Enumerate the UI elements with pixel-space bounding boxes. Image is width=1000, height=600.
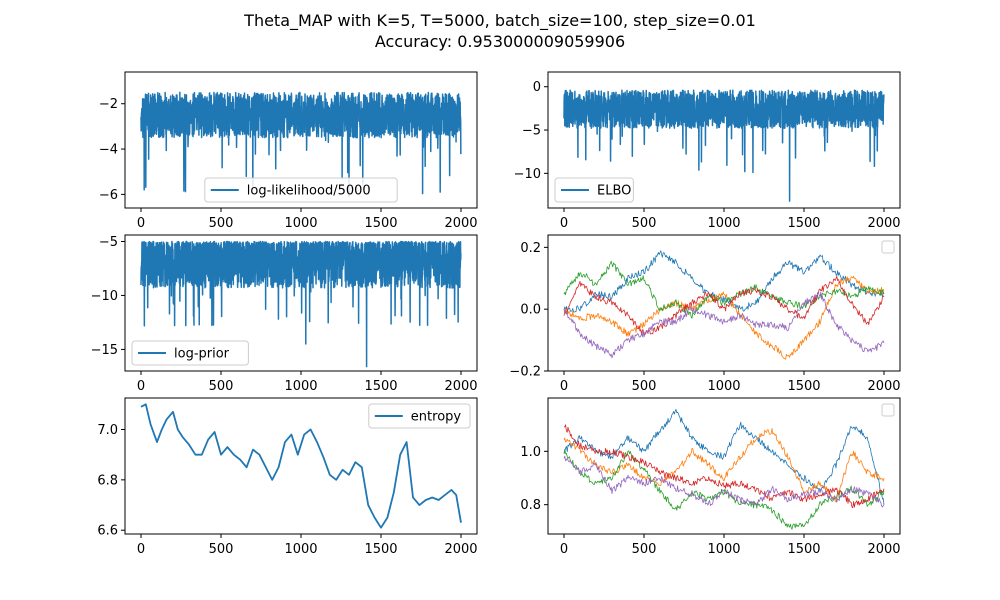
x-tick-label: 500 — [632, 216, 657, 231]
x-tick-label: 1000 — [284, 542, 317, 557]
subplot-elbo: 0 500 1000 1500 2000 −10 −5 0 ELBO — [514, 71, 901, 231]
legend-label: ELBO — [597, 184, 631, 199]
x-tick-label: 500 — [209, 542, 234, 557]
x-tick-label: 0 — [560, 379, 568, 394]
legend-box-empty — [881, 403, 895, 417]
y-tick-label: 0.8 — [520, 498, 541, 513]
legend: log-prior — [131, 340, 249, 366]
x-tick-label: 1000 — [707, 379, 740, 394]
y-tick-label: −4 — [99, 143, 118, 158]
figure-subtitle: Accuracy: 0.953000009059906 — [375, 32, 625, 51]
legend-box — [368, 403, 471, 429]
series-line-3 — [563, 448, 885, 530]
y-tick-label: 6.8 — [97, 473, 118, 488]
y-tick-label: −10 — [91, 289, 118, 304]
legend-box — [131, 340, 249, 366]
series-line-1 — [563, 250, 885, 313]
legend: ELBO — [554, 177, 634, 203]
y-tick-label: 0.2 — [520, 241, 541, 256]
series-line-4 — [563, 275, 885, 338]
x-tick-label: 1500 — [364, 216, 397, 231]
y-tick-label: 6.6 — [97, 524, 118, 539]
y-tick-label: −2 — [99, 97, 118, 112]
x-tick-label: 1000 — [284, 216, 317, 231]
plot-area-logprior — [140, 240, 462, 368]
series-line — [140, 91, 462, 198]
legend-label: entropy — [411, 410, 462, 425]
y-tick-label: −6 — [99, 188, 118, 203]
legend — [881, 403, 895, 417]
x-tick-label: 500 — [209, 379, 234, 394]
y-tick-label: −10 — [514, 167, 541, 182]
subplot-scale: 0 500 1000 1500 2000 0.8 1.0 — [520, 397, 901, 557]
x-tick-label: 2000 — [867, 542, 900, 557]
series-line-1 — [563, 408, 885, 505]
series-line-2 — [563, 275, 885, 360]
series-line-3 — [563, 260, 885, 319]
legend-box-empty — [881, 240, 895, 254]
x-tick-label: 2000 — [867, 216, 900, 231]
y-tick-label: −15 — [91, 343, 118, 358]
plot-area-theta — [563, 250, 885, 360]
series-line-5 — [563, 291, 885, 359]
legend: log-likelihood/5000 — [204, 177, 398, 203]
series-line-5 — [563, 455, 885, 508]
x-tick-label: 500 — [632, 379, 657, 394]
legend: entropy — [368, 403, 471, 429]
y-tick-label: 1.0 — [520, 445, 541, 460]
series-line — [140, 240, 462, 368]
x-tick-label: 1500 — [787, 216, 820, 231]
y-tick-label: 7.0 — [97, 423, 118, 438]
x-tick-label: 0 — [137, 542, 145, 557]
x-tick-label: 0 — [560, 542, 568, 557]
x-tick-label: 1500 — [364, 542, 397, 557]
figure-title: Theta_MAP with K=5, T=5000, batch_size=1… — [243, 11, 756, 31]
x-tick-label: 1000 — [284, 379, 317, 394]
subplot-logprior: 0 500 1000 1500 2000 −15 −10 −5 log-prior — [91, 234, 478, 394]
x-tick-label: 1500 — [787, 542, 820, 557]
plot-area-scale — [563, 408, 885, 530]
x-tick-label: 1000 — [707, 542, 740, 557]
legend-box — [204, 177, 398, 203]
subplots: 0 500 1000 1500 2000 −6 −4 −2 log-likelihood/500… — [91, 71, 901, 557]
y-tick-label: −5 — [522, 124, 541, 139]
y-tick-label: −0.2 — [509, 365, 541, 380]
series-line — [563, 89, 885, 202]
x-tick-label: 0 — [137, 216, 145, 231]
y-tick-label: −5 — [99, 235, 118, 250]
series-line-1 — [140, 403, 462, 529]
subplot-entropy: 0 500 1000 1500 2000 6.6 6.8 7.0 entropy — [97, 397, 478, 557]
x-tick-label: 2000 — [444, 379, 477, 394]
plot-area-entropy — [140, 403, 462, 529]
x-tick-label: 1500 — [364, 379, 397, 394]
x-tick-label: 2000 — [444, 216, 477, 231]
x-tick-label: 0 — [137, 379, 145, 394]
subplot-theta: 0 500 1000 1500 2000 −0.2 0.0 0.2 — [509, 234, 901, 394]
x-tick-label: 500 — [209, 216, 234, 231]
legend-label: log-likelihood/5000 — [247, 184, 371, 199]
legend-box — [554, 177, 634, 203]
x-tick-label: 1000 — [707, 216, 740, 231]
y-tick-label: 0.0 — [520, 303, 541, 318]
plot-area-elbo — [563, 89, 885, 202]
subplot-loglik: 0 500 1000 1500 2000 −6 −4 −2 log-likelihood/500… — [99, 71, 478, 231]
series-line-4 — [563, 424, 885, 508]
x-tick-label: 500 — [632, 542, 657, 557]
x-tick-label: 2000 — [444, 542, 477, 557]
y-tick-label: 0 — [533, 80, 541, 95]
x-tick-label: 0 — [560, 216, 568, 231]
x-tick-label: 1500 — [787, 379, 820, 394]
x-tick-label: 2000 — [867, 379, 900, 394]
legend — [881, 240, 895, 254]
legend-label: log-prior — [174, 347, 230, 362]
plot-area-loglik — [140, 91, 462, 198]
